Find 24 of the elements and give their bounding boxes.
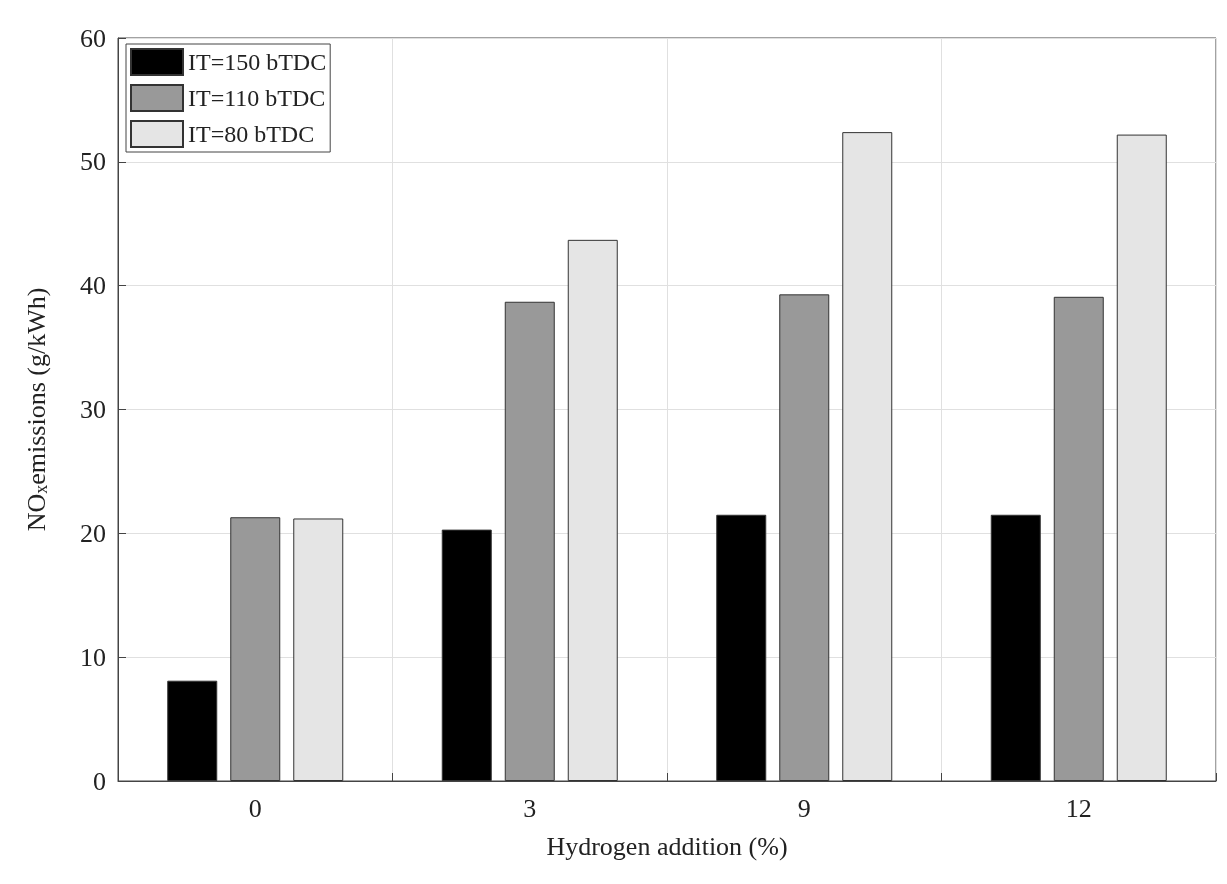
legend-label: IT=110 bTDC: [188, 85, 326, 111]
x-tick-label: 0: [248, 793, 262, 823]
bar: [779, 294, 830, 781]
y-tick-label: 10: [80, 642, 106, 672]
bar: [1053, 296, 1104, 781]
bar: [716, 514, 767, 781]
y-tick-label: 30: [80, 395, 106, 424]
bar: [504, 301, 555, 781]
bar: [990, 514, 1041, 781]
bar: [230, 517, 281, 781]
x-tick-label: 12: [1065, 793, 1092, 823]
bar: [441, 529, 492, 781]
y-axis-title: NOxemissions (g/kWh): [21, 287, 51, 532]
y-tick-label: 20: [80, 518, 106, 548]
y-tick-label: 0: [93, 766, 106, 796]
bar: [167, 680, 218, 781]
legend-label: IT=80 bTDC: [188, 121, 315, 147]
x-tick-label: 3: [523, 793, 537, 823]
y-tick-label: 40: [80, 271, 106, 301]
y-tick-label: 60: [80, 23, 106, 53]
x-axis-title: Hydrogen addition (%): [546, 831, 788, 861]
legend-label: IT=150 bTDC: [188, 49, 327, 75]
x-tick-label: 9: [797, 793, 811, 823]
y-tick-label: 50: [80, 147, 106, 177]
